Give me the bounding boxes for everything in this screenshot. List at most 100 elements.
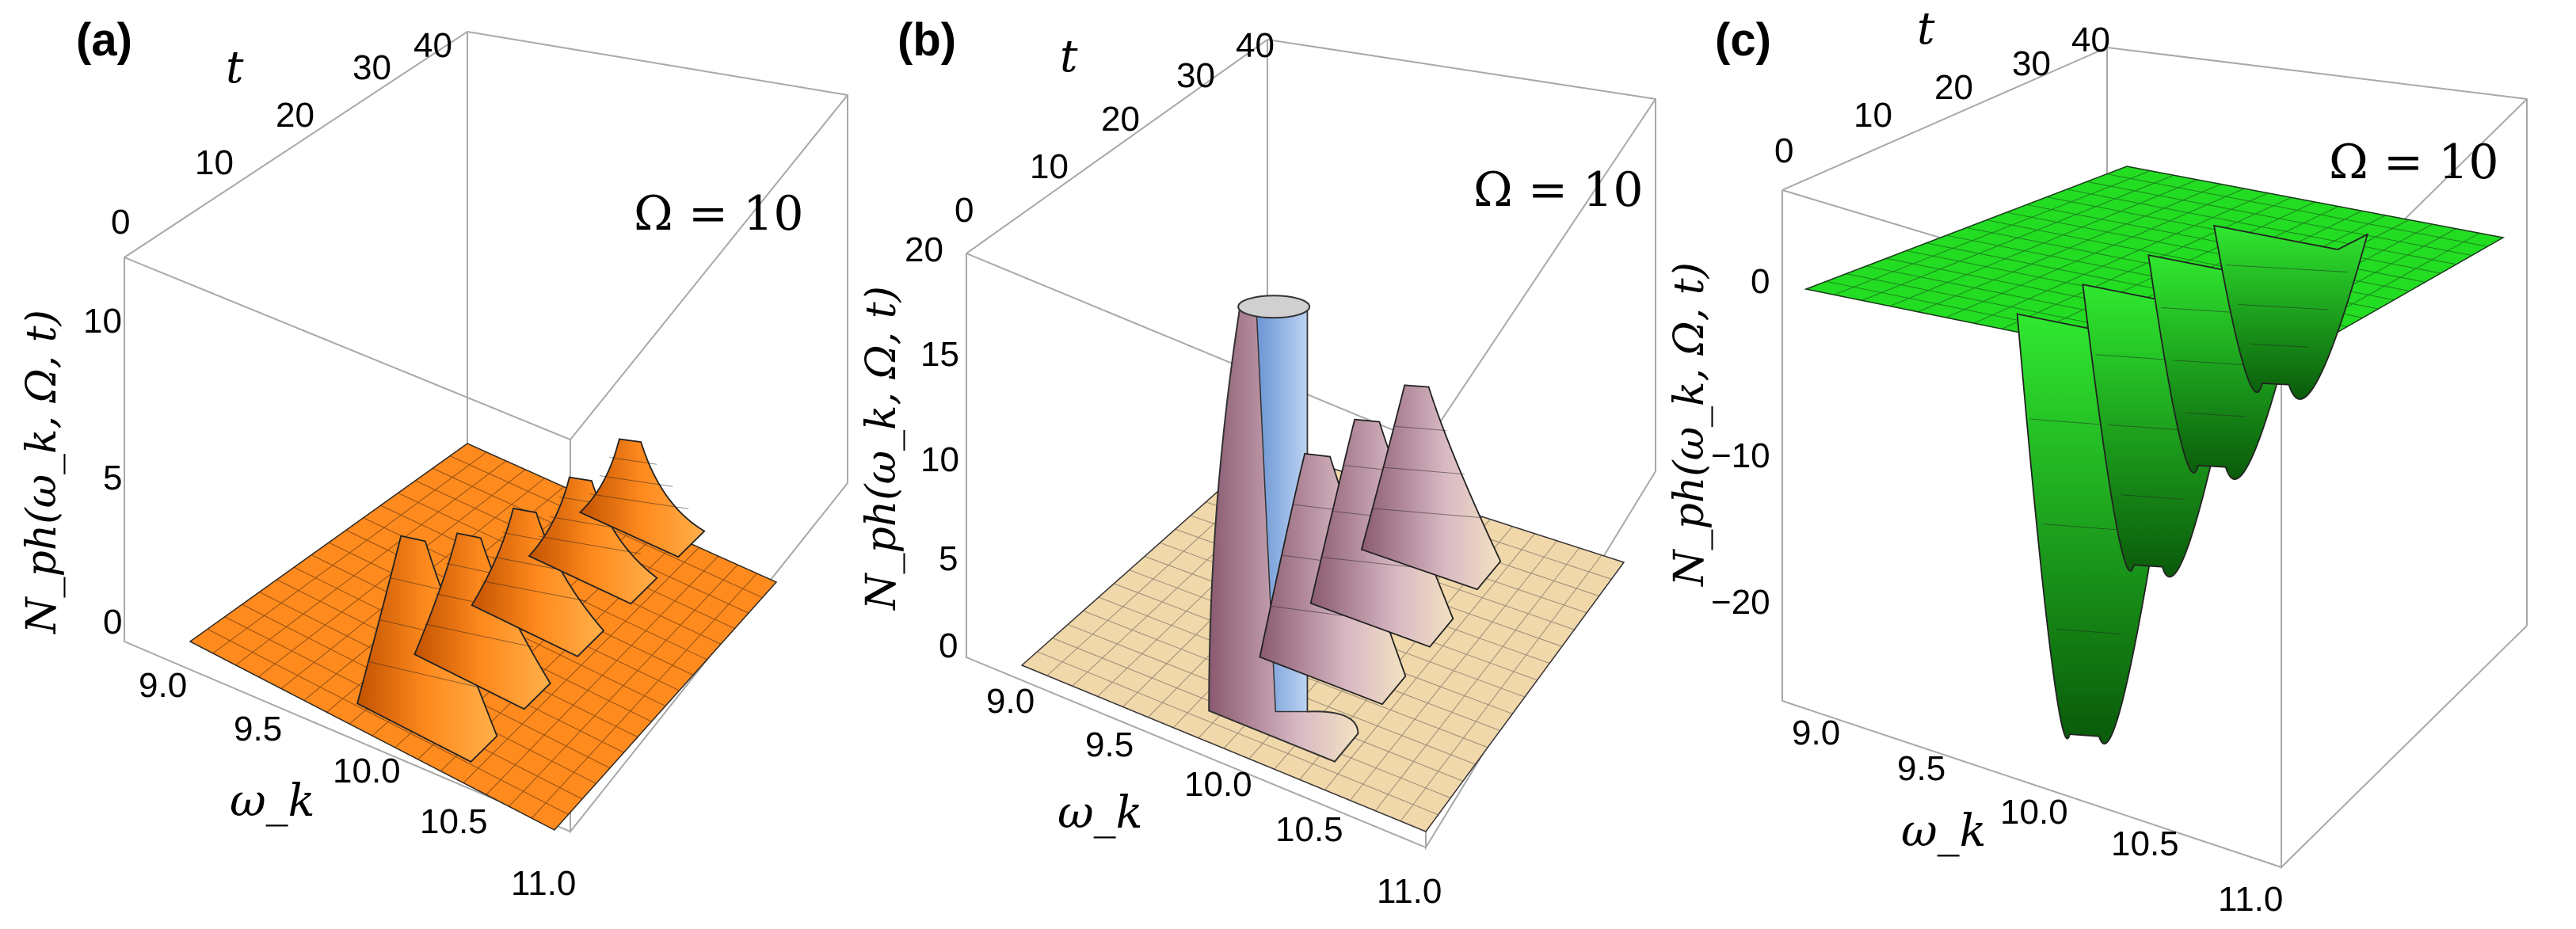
t-tick-a-4: 40 [413,26,452,65]
x-tick-a-0: 9.0 [139,666,187,705]
mesh-line-b [1425,562,1625,832]
peaks-c [2016,224,2369,745]
t-tick-a-1: 10 [195,143,234,182]
z-ticks-c: 0 −10 −20 [1711,262,1770,622]
x-tick-a-2: 10.0 [333,752,401,790]
z-tick-a-0: 0 [103,603,122,642]
x-tick-b-0: 9.0 [986,682,1035,721]
z-axis-label-b: N_ph(ω_k, Ω, t) [858,286,905,611]
mesh-line-b [1324,533,1535,790]
x-axis-label-c: ω_k [1901,805,1987,857]
mesh-line-b [1400,554,1602,822]
panel-label-b: (b) [897,14,956,66]
peak-mesh-c [2056,628,2121,634]
mesh-line-c [2066,188,2457,265]
mesh-line-a [189,641,555,831]
t-ticks-c: 0 10 20 30 40 t [1774,3,2110,170]
mesh-line-c [2086,181,2472,256]
panel-label-a: (a) [76,14,132,66]
t-tick-c-2: 20 [1934,68,1973,107]
panel-b: (b) Ω = 10 0 10 20 30 40 t 0 5 10 15 20 … [858,14,1656,911]
x-ticks-b: 9.0 9.5 10.0 10.5 11.0 ω_k [986,682,1442,911]
x-tick-c-1: 9.5 [1897,749,1945,788]
t-axis-label-b: t [1060,31,1078,82]
x-tick-c-0: 9.0 [1792,714,1840,752]
x-tick-a-3: 10.5 [420,802,488,841]
z-tick-a-2: 10 [83,302,122,341]
surface-peak-a-2 [471,507,605,657]
z-tick-c-0: 0 [1751,262,1770,301]
z-tick-b-2: 10 [920,440,959,479]
mesh-line-b [1349,540,1558,801]
z-tick-b-4: 20 [905,230,943,269]
panel-label-c: (c) [1715,14,1771,66]
peaks-a [356,438,706,763]
x-tick-c-3: 10.5 [2111,824,2179,863]
z-tick-c-1: −10 [1711,436,1770,475]
panel-c: (c) Ω = 10 0 10 20 30 40 t 0 −10 −20 N_p… [1666,3,2528,919]
x-ticks-a: 9.0 9.5 10.0 10.5 11.0 ω_k [139,666,576,903]
t-tick-c-3: 30 [2012,44,2051,83]
t-tick-a-0: 0 [111,203,130,242]
t-tick-b-3: 30 [1176,56,1215,95]
mesh-line-c [2126,166,2504,238]
peak-mesh-b [1393,425,1447,432]
peak-mesh-c [2238,303,2329,310]
panel-a: (a) Ω = 10 0 10 20 30 40 t 0 5 10 N_ph(ω… [18,14,848,903]
z-tick-a-1: 5 [103,459,122,497]
peak-mesh-a [368,661,479,688]
mesh-line-b [1021,664,1427,832]
surface-cap-top-b [1237,295,1311,319]
peak-mesh-b [1382,466,1465,475]
z-tick-b-1: 5 [939,539,958,578]
peak-mesh-c [2226,265,2348,272]
x-tick-c-4: 11.0 [2218,880,2283,919]
x-ticks-c: 9.0 9.5 10.0 10.5 11.0 ω_k [1792,714,2283,919]
peak-mesh-a [589,493,689,509]
peaks-b [1208,295,1502,763]
x-tick-a-4: 11.0 [511,864,576,903]
x-axis-label-b: ω_k [1057,787,1143,839]
t-axis-label-c: t [1917,3,1935,55]
surface-peak-c-3 [2212,224,2369,400]
surface-peak-a-4 [578,438,706,558]
z-axis-label-a: N_ph(ω_k, Ω, t) [18,310,66,635]
x-tick-b-1: 9.5 [1085,725,1134,764]
t-tick-b-4: 40 [1236,26,1275,65]
z-tick-b-3: 15 [920,335,959,374]
t-ticks-a: 0 10 20 30 40 t [111,26,452,242]
peak-mesh-b [1372,508,1483,519]
t-tick-b-2: 20 [1101,100,1140,139]
surface-peak-a-1 [413,532,551,710]
peak-mesh-a [390,577,444,591]
z-tick-b-0: 0 [939,626,958,665]
z-ticks-a: 0 5 10 [83,302,122,642]
x-tick-c-2: 10.0 [2000,793,2068,832]
t-tick-c-0: 0 [1774,131,1793,170]
x-tick-b-3: 10.5 [1275,810,1343,849]
surface-peak-a-3 [528,476,658,605]
x-axis-label-a: ω_k [230,775,315,827]
mesh-line-b [1037,651,1439,816]
z-axis-label-c: N_ph(ω_k, Ω, t) [1666,262,1713,588]
peak-mesh-a [539,535,641,554]
x-tick-a-1: 9.5 [234,710,282,748]
t-tick-c-4: 40 [2071,21,2110,59]
peak-mesh-a [482,581,587,602]
peak-mesh-c [2121,494,2184,500]
peak-mesh-a [599,475,673,487]
annotation-a: Ω = 10 [634,186,804,242]
peak-mesh-c [2185,412,2246,417]
mesh-line-c [2106,173,2488,247]
x-tick-b-2: 10.0 [1184,765,1252,804]
mesh-line-b [1374,547,1580,812]
t-tick-b-0: 0 [955,191,974,230]
x-tick-b-4: 11.0 [1377,872,1442,911]
peak-mesh-a [609,456,657,465]
mesh-line-a [207,628,569,815]
t-tick-c-1: 10 [1854,96,1892,135]
t-ticks-b: 0 10 20 30 40 t [955,26,1275,230]
peak-mesh-a [425,623,533,648]
annotation-c: Ω = 10 [2329,135,2499,190]
annotation-b: Ω = 10 [1473,162,1644,218]
